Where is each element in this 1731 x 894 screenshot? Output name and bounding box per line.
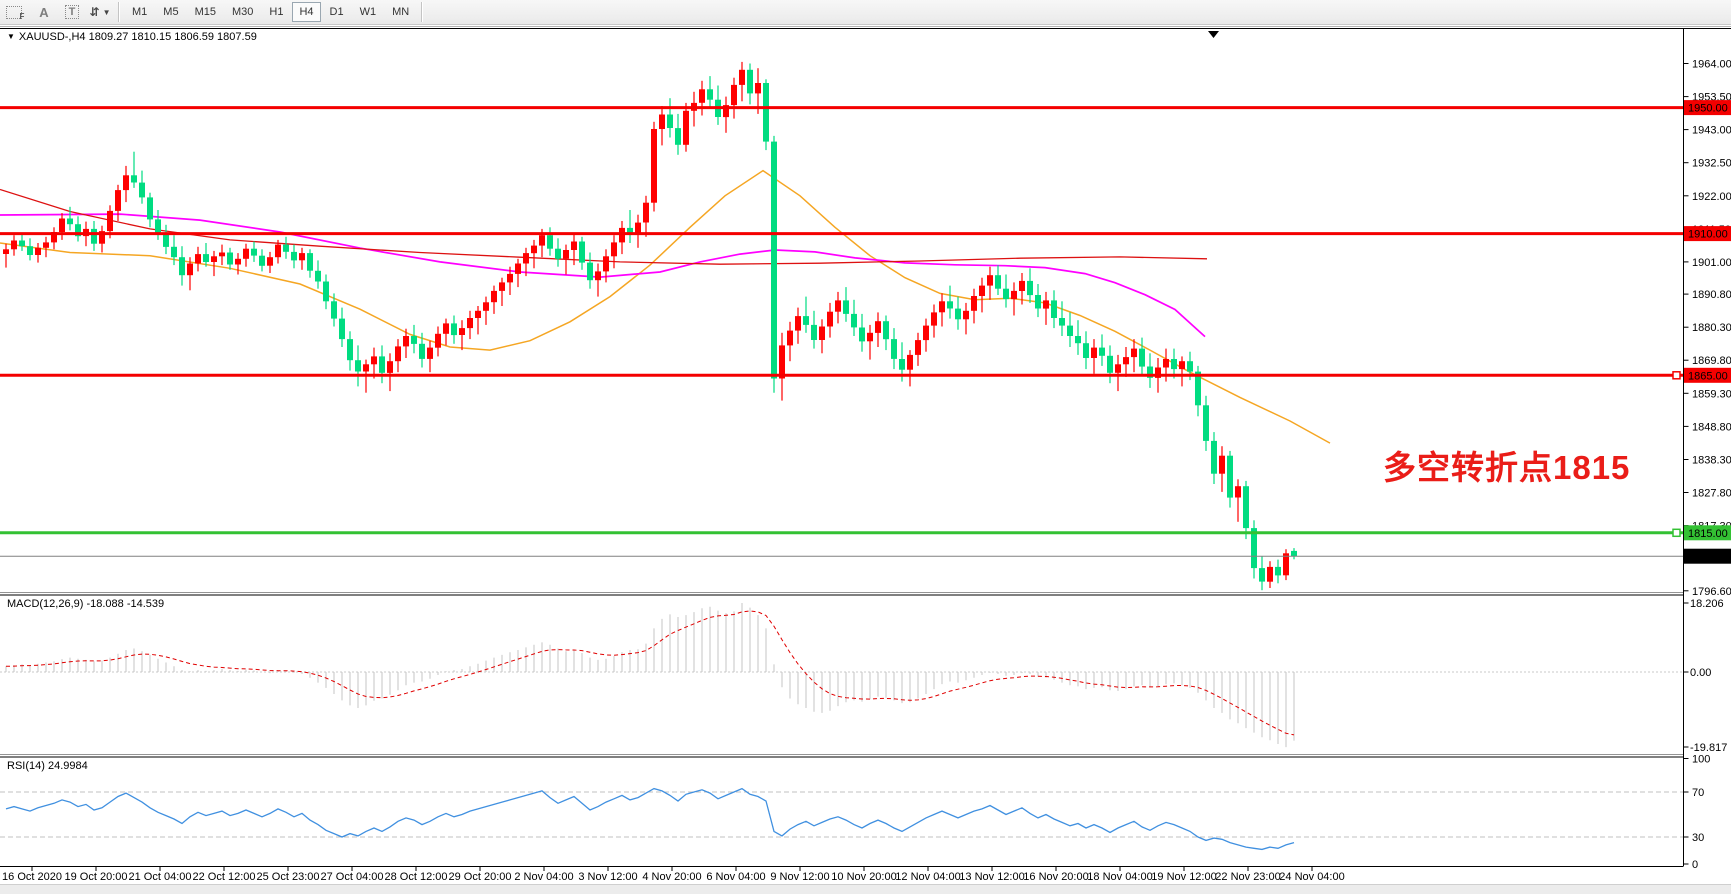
timeframe-button-mn[interactable]: MN [392, 6, 410, 18]
time-tick-label: 29 Oct 20:00 [449, 871, 512, 883]
time-tick-label: 18 Nov 04:00 [1087, 871, 1152, 883]
price-tick-label: 1838.30 [1692, 455, 1731, 467]
macd-scale-label: 0.00 [1690, 667, 1711, 679]
svg-text:1807.59: 1807.59 [1688, 551, 1728, 563]
time-tick-label: 13 Nov 12:00 [959, 871, 1024, 883]
rsi-line [5, 787, 1295, 851]
hline-price-label-text: 1950.00 [1688, 103, 1728, 115]
time-tick-label: 16 Oct 2020 [2, 871, 62, 883]
text-box-icon[interactable]: T [60, 2, 84, 22]
expand-ohlc-icon[interactable]: ▼ [7, 32, 15, 41]
chart-title-text: XAUUSD-,H4 1809.27 1810.15 1806.59 1807.… [18, 31, 257, 43]
macd-indicator-label: MACD(12,26,9) -18.088 -14.539 [7, 598, 165, 610]
time-tick-label: 24 Nov 04:00 [1279, 871, 1344, 883]
ma-fast-orange[interactable] [0, 169, 1331, 444]
annotation-text[interactable]: 多空转折点1815 [1383, 449, 1631, 486]
macd-signal-line [5, 610, 1295, 736]
price-tick-label: 1796.60 [1692, 586, 1731, 598]
toolbar-separator [421, 2, 424, 22]
rsi-scale-label: 100 [1692, 754, 1710, 766]
toolbar-separator [118, 2, 120, 22]
cycle-arrows-icon[interactable]: ⇵ ▼ [89, 5, 111, 19]
hline-price-label-text: 1865.00 [1688, 370, 1728, 382]
price-tick-label: 1922.00 [1692, 191, 1731, 203]
price-tick-label: 1964.00 [1692, 59, 1731, 71]
time-tick-label: 27 Oct 04:00 [321, 871, 384, 883]
time-tick-label: 3 Nov 12:00 [578, 871, 637, 883]
hline-handle-icon[interactable] [1672, 371, 1681, 380]
hline-price-label-text: 1815.00 [1688, 528, 1728, 540]
price-tick-label: 1880.30 [1692, 322, 1731, 334]
price-tick-label: 1943.00 [1692, 125, 1731, 137]
hline-price-label [1684, 226, 1731, 242]
timeframe-button-m30[interactable]: M30 [231, 6, 254, 18]
hline-price-label [1684, 367, 1731, 383]
time-tick-label: 6 Nov 04:00 [706, 871, 765, 883]
time-tick-label: 28 Oct 12:00 [385, 871, 448, 883]
time-tick-label: 19 Nov 12:00 [1151, 871, 1216, 883]
time-tick-label: 22 Nov 23:00 [1215, 871, 1280, 883]
timeframe-button-group: M1 M5 M15 M30 H1 H4 D1 W1 MN [124, 2, 417, 22]
macd-scale-label: -19.817 [1690, 742, 1727, 754]
time-tick-label: 19 Oct 20:00 [65, 871, 128, 883]
time-tick-label: 21 Oct 04:00 [129, 871, 192, 883]
time-tick-label: 25 Oct 23:00 [257, 871, 320, 883]
crosshair-grid-icon[interactable]: F [4, 2, 28, 22]
toolbar: F A T ⇵ ▼ M1 M5 M15 M30 H1 H4 D1 W1 MN [0, 0, 1731, 25]
rsi-indicator-label: RSI(14) 24.9984 [7, 760, 88, 772]
time-tick-label: 4 Nov 20:00 [642, 871, 701, 883]
timeframe-button-h1[interactable]: H1 [269, 6, 284, 18]
price-tick-label: 1890.80 [1692, 289, 1731, 301]
dropdown-caret-icon: ▼ [102, 7, 111, 17]
ma-slow-red[interactable] [0, 188, 1208, 265]
time-tick-label: 16 Nov 20:00 [1023, 871, 1088, 883]
time-tick-label: 9 Nov 12:00 [770, 871, 829, 883]
macd-scale-label: 18.206 [1690, 598, 1724, 610]
time-tick-label: 12 Nov 04:00 [895, 871, 960, 883]
price-tick-label: 1859.30 [1692, 388, 1731, 400]
timeframe-button-w1[interactable]: W1 [359, 6, 377, 18]
time-tick-label: 10 Nov 20:00 [831, 871, 896, 883]
price-tick-label: 1901.00 [1692, 257, 1731, 269]
timeframe-button-m1[interactable]: M1 [132, 6, 148, 18]
price-tick-label: 1932.50 [1692, 158, 1731, 170]
text-label-icon[interactable]: A [39, 4, 49, 20]
timeframe-button-m15[interactable]: M15 [194, 6, 216, 18]
rsi-scale-label: 70 [1692, 787, 1704, 799]
price-tick-label: 1848.80 [1692, 421, 1731, 433]
time-tick-label: 2 Nov 04:00 [514, 871, 573, 883]
price-tick-label: 1869.80 [1692, 355, 1731, 367]
rsi-scale-label: 30 [1692, 832, 1704, 844]
price-tick-label: 1827.80 [1692, 488, 1731, 500]
rsi-scale-label: 0 [1692, 859, 1698, 871]
status-strip [0, 884, 1731, 894]
chart-shift-marker-icon[interactable] [1208, 31, 1219, 38]
time-tick-label: 22 Oct 12:00 [193, 871, 256, 883]
hline-price-label [1684, 100, 1731, 116]
timeframe-button-d1[interactable]: D1 [329, 6, 344, 18]
timeframe-button-h4[interactable]: H4 [292, 2, 321, 22]
hline-price-label-text: 1910.00 [1688, 229, 1728, 241]
hline-handle-icon[interactable] [1672, 528, 1681, 538]
current-price-label [1684, 548, 1731, 564]
chart-title[interactable]: ▼ XAUUSD-,H4 1809.27 1810.15 1806.59 1807… [7, 31, 257, 43]
grid-box-icon [5, 5, 22, 19]
hline-price-label [1684, 525, 1731, 541]
timeframe-button-m5[interactable]: M5 [163, 6, 179, 18]
